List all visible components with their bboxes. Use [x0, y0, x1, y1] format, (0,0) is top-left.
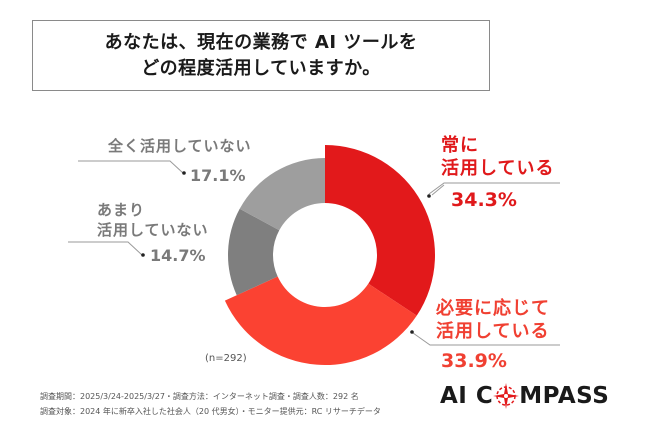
- label-rarely-2: 活用していない: [97, 221, 209, 239]
- label-as-needed-1: 必要に応じて: [436, 298, 550, 319]
- title-line-1: あなたは、現在の業務で AI ツールを: [104, 31, 418, 53]
- pct-always: 34.3%: [451, 189, 517, 211]
- dot-always: [427, 194, 431, 198]
- logo-text-left: AI C: [440, 383, 494, 409]
- slice-as-needed: [224, 276, 417, 365]
- dot-as-needed: [410, 330, 414, 334]
- pct-rarely: 14.7%: [150, 246, 206, 265]
- compass-icon: [493, 383, 520, 409]
- label-always-1: 常に: [441, 135, 479, 156]
- leader-never: [78, 160, 184, 174]
- pct-never: 17.1%: [190, 166, 246, 185]
- pct-as-needed: 33.9%: [441, 350, 507, 372]
- footer-line-2: 調査対象：2024 年に新卒入社した社会人（20 代男女）・モニター提供元：RC…: [40, 407, 381, 416]
- label-never: 全く活用していない: [108, 137, 252, 155]
- dot-never: [182, 171, 186, 175]
- leader-always: [428, 182, 560, 195]
- footer-line-1: 調査期間：2025/3/24-2025/3/27・調査方法：インターネット調査・…: [40, 392, 359, 401]
- leader-as-needed: [412, 332, 560, 346]
- sample-size: (n=292): [205, 353, 247, 364]
- slice-always: [325, 145, 435, 316]
- dot-rarely: [141, 253, 145, 257]
- label-as-needed-2: 活用している: [436, 321, 550, 342]
- title-line-2: どの程度活用していますか。: [141, 57, 381, 79]
- leader-rarely: [68, 241, 143, 256]
- ai-compass-logo: AI C MPASS: [440, 383, 609, 409]
- label-rarely-1: あまり: [97, 201, 146, 219]
- slice-rarely: [228, 208, 280, 296]
- label-always-2: 活用している: [441, 158, 555, 179]
- title-box: あなたは、現在の業務で AI ツールを どの程度活用していますか。: [32, 20, 490, 91]
- slice-never: [239, 158, 325, 231]
- leader-lines: [68, 160, 560, 346]
- logo-text-right: MPASS: [519, 383, 610, 409]
